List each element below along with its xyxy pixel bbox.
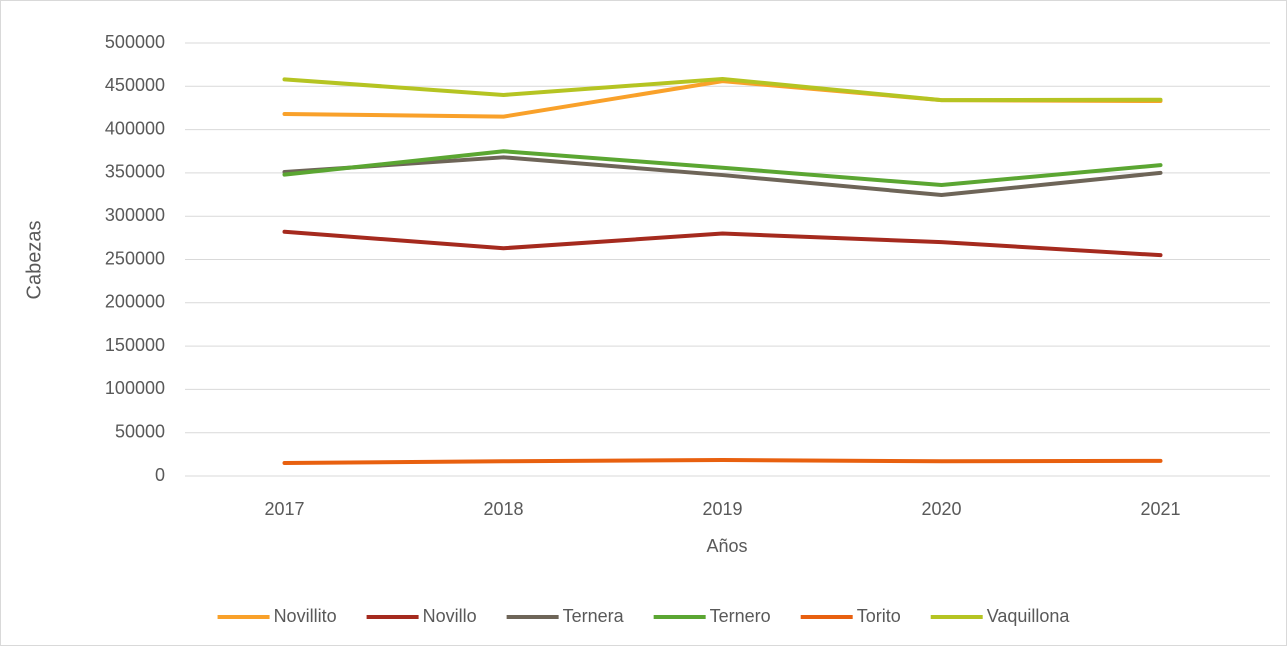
legend-label: Torito xyxy=(857,606,901,626)
legend-label: Ternera xyxy=(563,606,625,626)
x-axis-label: Años xyxy=(706,536,747,556)
legend-label: Vaquillona xyxy=(987,606,1071,626)
y-tick-label: 100000 xyxy=(105,378,165,398)
y-tick-label: 250000 xyxy=(105,248,165,268)
y-axis-label: Cabezas xyxy=(23,221,45,300)
series-line xyxy=(282,155,1163,197)
series-line xyxy=(282,229,1163,258)
y-tick-label: 300000 xyxy=(105,205,165,225)
y-tick-label: 450000 xyxy=(105,75,165,95)
x-tick-label: 2020 xyxy=(921,499,961,519)
x-tick-label: 2019 xyxy=(702,499,742,519)
x-tick-label: 2021 xyxy=(1140,499,1180,519)
y-tick-label: 400000 xyxy=(105,118,165,138)
y-tick-label: 350000 xyxy=(105,162,165,182)
y-tick-label: 150000 xyxy=(105,335,165,355)
y-tick-label: 200000 xyxy=(105,292,165,312)
legend-label: Novillo xyxy=(423,606,477,626)
series-line xyxy=(282,457,1163,466)
x-tick-label: 2018 xyxy=(483,499,523,519)
y-tick-label: 0 xyxy=(155,465,165,485)
y-tick-label: 50000 xyxy=(115,421,165,441)
series-line xyxy=(282,76,1163,103)
legend-label: Novillito xyxy=(274,606,337,626)
series-line xyxy=(282,149,1163,188)
legend-label: Ternero xyxy=(710,606,771,626)
y-tick-label: 500000 xyxy=(105,32,165,52)
x-tick-label: 2017 xyxy=(264,499,304,519)
